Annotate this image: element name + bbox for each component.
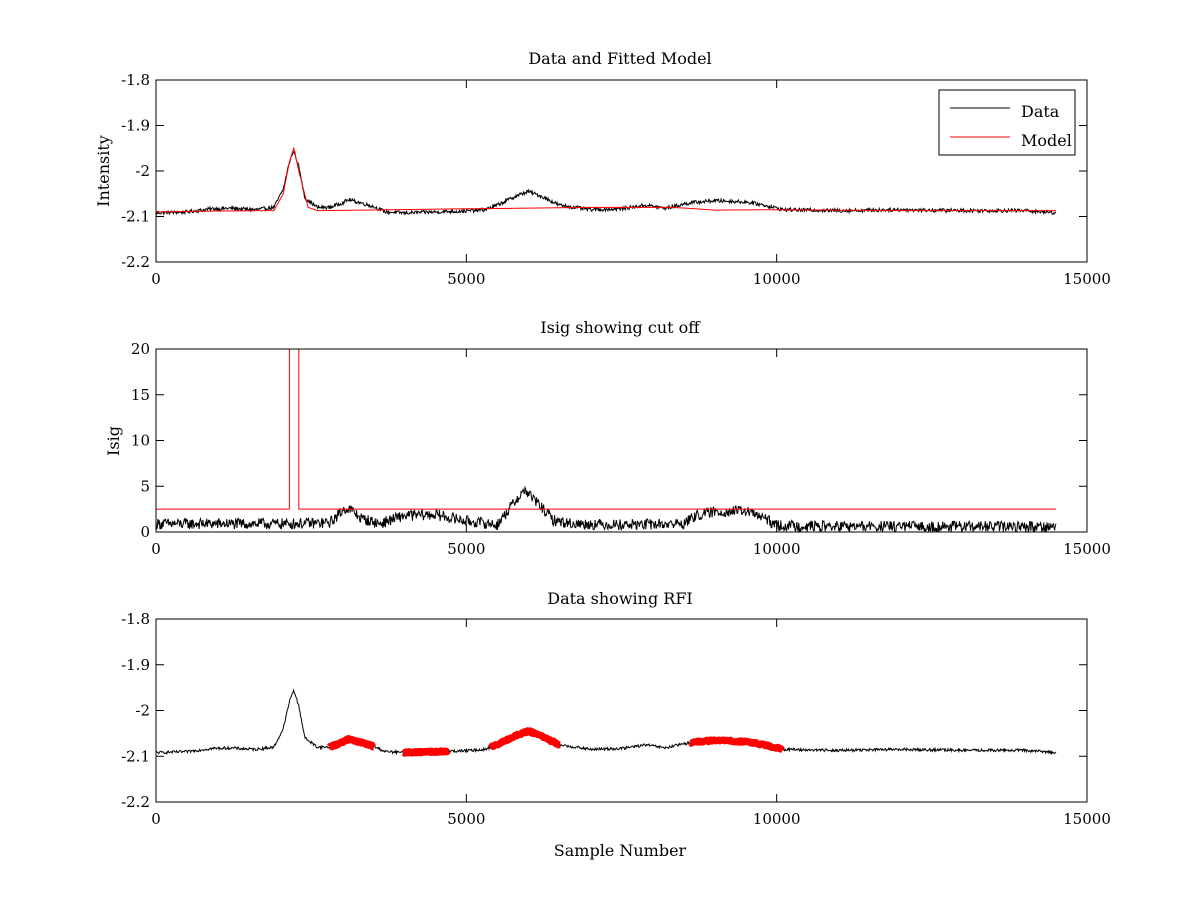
y-tick-label: -1.8 xyxy=(121,610,150,628)
legend-model-label: Model xyxy=(1021,131,1072,150)
panel-isig-showing-cut-off: Isig showing cut off Isig 0 5000 10000 1500… xyxy=(104,318,1111,558)
y-tick-label: -2.1 xyxy=(121,747,150,765)
panel-3-axes-frame xyxy=(155,618,1088,803)
panel-1-ticks: 0 5000 10000 15000 -2.2 -2.1 -2 -1.9 -1.8 xyxy=(121,71,1111,288)
panel-2-axes-frame xyxy=(155,348,1088,533)
panel-2-ylabel: Isig xyxy=(104,426,123,456)
y-tick-label: -2.1 xyxy=(121,208,150,226)
y-tick-label: -1.8 xyxy=(121,71,150,89)
x-tick-label: 0 xyxy=(151,270,161,288)
x-tick-label: 15000 xyxy=(1063,540,1111,558)
panel-3-title: Data showing RFI xyxy=(547,589,692,608)
panel-1-ylabel: Intensity xyxy=(94,135,113,207)
x-tick-label: 10000 xyxy=(753,810,801,828)
legend-data-label: Data xyxy=(1021,102,1060,121)
series-line-data xyxy=(156,688,1057,756)
panel-3-plot-area xyxy=(156,688,1057,757)
y-tick-label: -1.9 xyxy=(121,117,150,135)
rfi-segment xyxy=(687,736,786,754)
panel-1-plot-area xyxy=(156,146,1057,216)
panel-1-title: Data and Fitted Model xyxy=(528,49,711,68)
panel-3-xlabel: Sample Number xyxy=(554,841,687,860)
series-line-model xyxy=(156,146,1056,213)
y-tick-label: -2 xyxy=(135,162,150,180)
panel-data-showing-rfi: Data showing RFI Sample Number 0 5000 1000… xyxy=(121,589,1111,860)
y-tick-label: 10 xyxy=(131,432,150,450)
panel-data-and-fitted-model: Data and Fitted Model Intensity 0 5000 100… xyxy=(94,49,1111,288)
y-tick-label: -2.2 xyxy=(121,793,150,811)
legend-box xyxy=(938,89,1076,156)
series-line-cut-off xyxy=(156,349,1056,510)
y-tick-label: 0 xyxy=(140,523,150,541)
rfi-segment xyxy=(401,747,451,757)
rfi-segment xyxy=(326,735,377,751)
y-tick-label: -2.2 xyxy=(121,253,150,271)
x-tick-label: 0 xyxy=(151,810,161,828)
x-tick-label: 10000 xyxy=(753,540,801,558)
panel-2-ticks: 0 5000 10000 15000 0 5 10 15 20 xyxy=(131,340,1111,558)
legend: Data Model xyxy=(938,89,1076,156)
series-line-isig xyxy=(156,485,1057,532)
x-tick-label: 5000 xyxy=(447,810,485,828)
x-tick-label: 0 xyxy=(151,540,161,558)
panel-2-title: Isig showing cut off xyxy=(540,318,701,337)
panel-1-axes-frame xyxy=(155,79,1088,263)
x-tick-label: 15000 xyxy=(1063,270,1111,288)
y-tick-label: 15 xyxy=(131,386,150,404)
x-tick-label: 10000 xyxy=(753,270,801,288)
x-tick-label: 5000 xyxy=(447,540,485,558)
panel-2-plot-area xyxy=(156,349,1057,532)
y-tick-label: 5 xyxy=(140,477,150,495)
y-tick-label: 20 xyxy=(131,340,150,358)
x-tick-label: 15000 xyxy=(1063,810,1111,828)
x-tick-label: 5000 xyxy=(447,270,485,288)
y-tick-label: -2 xyxy=(135,702,150,720)
rfi-segment xyxy=(488,727,563,750)
y-tick-label: -1.9 xyxy=(121,656,150,674)
